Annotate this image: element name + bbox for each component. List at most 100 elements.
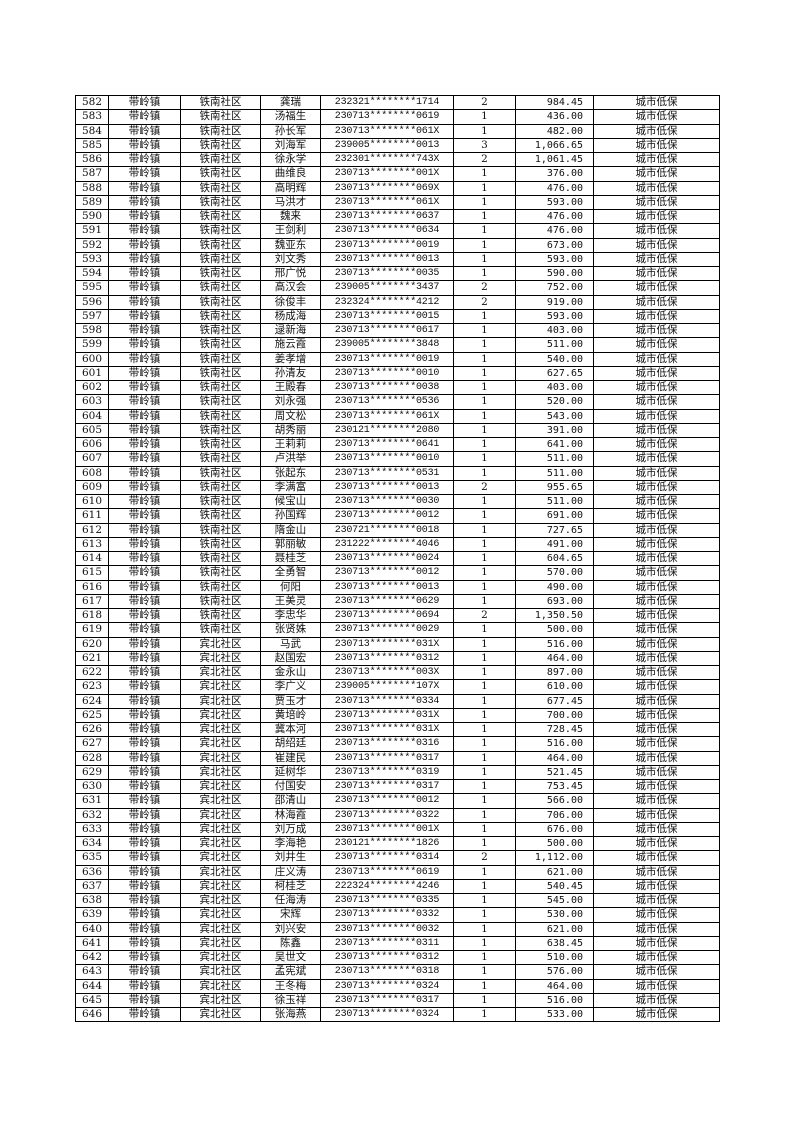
id-number-cell: 232321********1714: [320, 94, 454, 111]
community-cell: 铁南社区: [180, 565, 261, 581]
town-cell: 带岭镇: [108, 508, 181, 524]
household-size-cell: 1: [453, 907, 516, 923]
household-size-cell: 1: [453, 935, 516, 952]
town-cell: 带岭镇: [108, 109, 181, 125]
benefit-amount-cell: 511.00: [515, 451, 594, 467]
id-number-cell: 230713********031X: [320, 636, 454, 652]
community-cell: 宾北社区: [180, 892, 261, 909]
row-number-cell: 619: [75, 622, 109, 638]
town-cell: 带岭镇: [108, 422, 181, 439]
benefit-amount-cell: 752.00: [515, 280, 594, 296]
table-row: 602 带岭镇 铁南社区 王殿春 230713********0038 1 403.00 城市…: [75, 379, 720, 396]
recipient-name-cell: 聂桂芝: [260, 550, 321, 567]
id-number-cell: 230713********0319: [320, 764, 454, 781]
household-size-cell: 1: [453, 807, 516, 823]
benefit-amount-cell: 566.00: [515, 793, 594, 809]
benefit-amount-cell: 376.00: [515, 166, 594, 182]
row-number-cell: 632: [75, 807, 109, 823]
row-number-cell: 616: [75, 579, 109, 595]
recipient-name-cell: 林海霞: [260, 807, 321, 823]
row-number-cell: 633: [75, 821, 109, 838]
town-cell: 带岭镇: [108, 778, 181, 795]
benefit-amount-cell: 677.45: [515, 693, 594, 709]
id-number-cell: 230713********0019: [320, 351, 454, 367]
benefit-amount-cell: 476.00: [515, 208, 594, 225]
town-cell: 带岭镇: [108, 821, 181, 838]
community-cell: 铁南社区: [180, 137, 261, 154]
household-size-cell: 1: [453, 778, 516, 795]
household-size-cell: 1: [453, 436, 516, 453]
benefit-type-cell: 城市低保: [593, 721, 720, 738]
household-size-cell: 1: [453, 921, 516, 937]
community-cell: 宾北社区: [180, 864, 261, 880]
row-number-cell: 629: [75, 764, 109, 781]
row-number-cell: 628: [75, 750, 109, 766]
id-number-cell: 230713********0312: [320, 650, 454, 667]
community-cell: 宾北社区: [180, 664, 261, 681]
community-cell: 铁南社区: [180, 408, 261, 424]
id-number-cell: 230713********0019: [320, 237, 454, 253]
household-size-cell: 1: [453, 1006, 516, 1023]
row-number-cell: 611: [75, 508, 109, 524]
benefit-type-cell: 城市低保: [593, 664, 720, 681]
recipient-name-cell: 王殿春: [260, 379, 321, 396]
benefit-amount-cell: 610.00: [515, 679, 594, 695]
household-size-cell: 1: [453, 308, 516, 325]
household-size-cell: 1: [453, 251, 516, 268]
id-number-cell: 230713********0536: [320, 394, 454, 410]
recipient-name-cell: 孙国辉: [260, 508, 321, 524]
benefit-amount-cell: 403.00: [515, 322, 594, 339]
table-row: 633 带岭镇 宾北社区 刘万成 230713********001X 1 676.00 城市…: [75, 821, 720, 838]
row-number-cell: 594: [75, 265, 109, 282]
benefit-type-cell: 城市低保: [593, 465, 720, 481]
benefit-amount-cell: 500.00: [515, 622, 594, 638]
benefit-type-cell: 城市低保: [593, 550, 720, 567]
row-number-cell: 599: [75, 337, 109, 353]
household-size-cell: 1: [453, 949, 516, 966]
row-number-cell: 641: [75, 935, 109, 952]
household-size-cell: 1: [453, 508, 516, 524]
household-size-cell: 1: [453, 978, 516, 994]
benefit-amount-cell: 593.00: [515, 308, 594, 325]
table-row: 612 带岭镇 铁南社区 隋金山 230721********0018 1 727.65 城市…: [75, 522, 720, 538]
table-row: 621 带岭镇 宾北社区 赵国宏 230713********0312 1 464.00 城市…: [75, 650, 720, 667]
id-number-cell: 230713********0013: [320, 479, 454, 496]
benefit-type-cell: 城市低保: [593, 280, 720, 296]
community-cell: 铁南社区: [180, 109, 261, 125]
recipient-name-cell: 何阳: [260, 579, 321, 595]
benefit-type-cell: 城市低保: [593, 850, 720, 866]
community-cell: 铁南社区: [180, 394, 261, 410]
household-size-cell: 1: [453, 166, 516, 182]
household-size-cell: 1: [453, 351, 516, 367]
id-number-cell: 230713********0617: [320, 322, 454, 339]
recipient-name-cell: 王美灵: [260, 593, 321, 610]
recipient-name-cell: 全勇智: [260, 565, 321, 581]
town-cell: 带岭镇: [108, 693, 181, 709]
benefit-amount-cell: 543.00: [515, 408, 594, 424]
community-cell: 铁南社区: [180, 208, 261, 225]
community-cell: 铁南社区: [180, 151, 261, 168]
community-cell: 铁南社区: [180, 379, 261, 396]
benefit-amount-cell: 691.00: [515, 508, 594, 524]
row-number-cell: 615: [75, 565, 109, 581]
recipient-name-cell: 郭丽敏: [260, 536, 321, 553]
row-number-cell: 621: [75, 650, 109, 667]
household-size-cell: 1: [453, 593, 516, 610]
community-cell: 宾北社区: [180, 764, 261, 781]
benefit-type-cell: 城市低保: [593, 636, 720, 652]
benefit-amount-cell: 593.00: [515, 251, 594, 268]
town-cell: 带岭镇: [108, 650, 181, 667]
table-row: 637 带岭镇 宾北社区 柯桂芝 222324********4246 1 540.45 城市…: [75, 878, 720, 895]
benefit-type-cell: 城市低保: [593, 964, 720, 980]
town-cell: 带岭镇: [108, 850, 181, 866]
recipient-name-cell: 李忠华: [260, 607, 321, 624]
household-size-cell: 1: [453, 864, 516, 880]
id-number-cell: 231222********4046: [320, 536, 454, 553]
benefit-amount-cell: 464.00: [515, 750, 594, 766]
town-cell: 带岭镇: [108, 978, 181, 994]
benefit-amount-cell: 516.00: [515, 636, 594, 652]
benefit-amount-cell: 700.00: [515, 707, 594, 724]
id-number-cell: 230713********0032: [320, 921, 454, 937]
community-cell: 铁南社区: [180, 180, 261, 196]
town-cell: 带岭镇: [108, 394, 181, 410]
